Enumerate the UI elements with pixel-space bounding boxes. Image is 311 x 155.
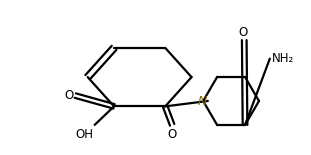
Text: O: O — [238, 26, 247, 39]
Text: O: O — [168, 128, 177, 141]
Text: N: N — [198, 95, 207, 108]
Text: NH₂: NH₂ — [272, 52, 295, 65]
Text: O: O — [64, 89, 74, 102]
Text: OH: OH — [75, 128, 93, 141]
